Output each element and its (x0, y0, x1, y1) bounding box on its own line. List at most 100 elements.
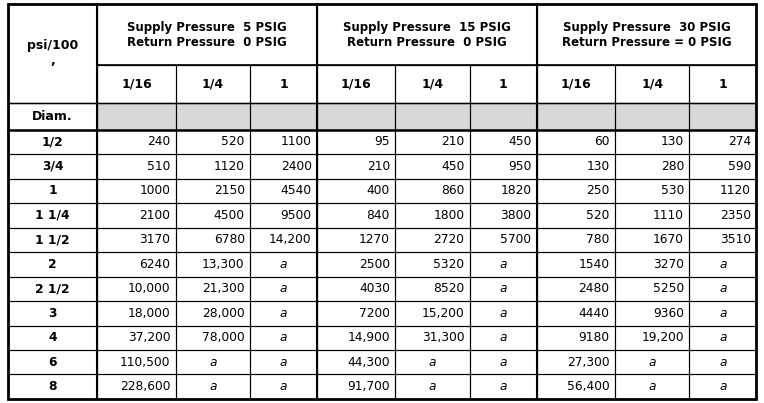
Bar (250, 154, 317, 179)
Bar (689, 179, 756, 203)
Bar (689, 350, 756, 374)
Bar (395, 154, 470, 179)
Text: 450: 450 (441, 160, 465, 173)
Bar (689, 65, 756, 103)
Text: a: a (719, 380, 727, 393)
Bar (615, 326, 689, 350)
Bar (176, 374, 250, 399)
Text: a: a (649, 380, 656, 393)
Bar (250, 228, 317, 252)
Bar (615, 276, 689, 301)
Bar (470, 65, 536, 103)
Bar (395, 301, 470, 326)
Text: 2 1/2: 2 1/2 (35, 282, 70, 295)
Bar (470, 65, 536, 103)
Bar (176, 228, 250, 252)
Text: 2480: 2480 (578, 282, 610, 295)
Text: 14,900: 14,900 (348, 331, 390, 344)
Text: a: a (429, 380, 436, 393)
Bar (176, 374, 250, 399)
Bar (470, 203, 536, 228)
Text: 3510: 3510 (720, 233, 751, 246)
Text: 18,000: 18,000 (128, 307, 170, 320)
Text: 1/4: 1/4 (641, 77, 663, 91)
Text: 210: 210 (367, 160, 390, 173)
Bar (317, 65, 395, 103)
Text: 3: 3 (48, 307, 57, 320)
Bar (689, 130, 756, 154)
Bar (395, 203, 470, 228)
Bar (536, 276, 615, 301)
Bar (97, 228, 176, 252)
Bar (250, 276, 317, 301)
Bar (317, 65, 395, 103)
Bar (395, 130, 470, 154)
Text: a: a (500, 282, 507, 295)
Text: 9500: 9500 (280, 209, 312, 222)
Bar (317, 179, 395, 203)
Bar (536, 4, 756, 65)
Bar (8, 203, 97, 228)
Bar (8, 350, 97, 374)
Bar (97, 65, 176, 103)
Bar (97, 326, 176, 350)
Text: 60: 60 (594, 135, 610, 148)
Bar (8, 103, 97, 130)
Text: 240: 240 (147, 135, 170, 148)
Bar (536, 65, 615, 103)
Bar (97, 203, 176, 228)
Bar (8, 326, 97, 350)
Bar (317, 4, 536, 65)
Text: 130: 130 (587, 160, 610, 173)
Bar (689, 103, 756, 130)
Text: a: a (209, 380, 217, 393)
Bar (8, 4, 97, 103)
Bar (317, 276, 395, 301)
Bar (536, 228, 615, 252)
Text: a: a (280, 331, 287, 344)
Bar (176, 326, 250, 350)
Text: 1 1/2: 1 1/2 (35, 233, 70, 246)
Text: 520: 520 (586, 209, 610, 222)
Text: 5700: 5700 (500, 233, 531, 246)
Bar (317, 203, 395, 228)
Bar (250, 252, 317, 276)
Text: 13,300: 13,300 (202, 258, 244, 271)
Bar (250, 103, 317, 130)
Bar (689, 130, 756, 154)
Bar (615, 301, 689, 326)
Text: 10,000: 10,000 (128, 282, 170, 295)
Bar (395, 203, 470, 228)
Bar (615, 130, 689, 154)
Bar (395, 374, 470, 399)
Text: 520: 520 (222, 135, 244, 148)
Bar (317, 252, 395, 276)
Text: a: a (280, 307, 287, 320)
Text: 400: 400 (367, 184, 390, 197)
Bar (615, 203, 689, 228)
Text: 9180: 9180 (578, 331, 610, 344)
Bar (470, 179, 536, 203)
Bar (395, 65, 470, 103)
Bar (536, 326, 615, 350)
Bar (536, 179, 615, 203)
Text: 1820: 1820 (500, 184, 531, 197)
Text: 56,400: 56,400 (567, 380, 610, 393)
Bar (536, 252, 615, 276)
Text: 1270: 1270 (359, 233, 390, 246)
Bar (689, 203, 756, 228)
Bar (470, 154, 536, 179)
Text: a: a (500, 380, 507, 393)
Bar (250, 301, 317, 326)
Bar (689, 326, 756, 350)
Text: 8: 8 (48, 380, 57, 393)
Bar (470, 179, 536, 203)
Bar (615, 301, 689, 326)
Bar (8, 130, 97, 154)
Bar (470, 350, 536, 374)
Text: 1/16: 1/16 (341, 77, 371, 91)
Text: a: a (719, 331, 727, 344)
Text: 780: 780 (586, 233, 610, 246)
Bar (615, 203, 689, 228)
Text: 1/4: 1/4 (202, 77, 224, 91)
